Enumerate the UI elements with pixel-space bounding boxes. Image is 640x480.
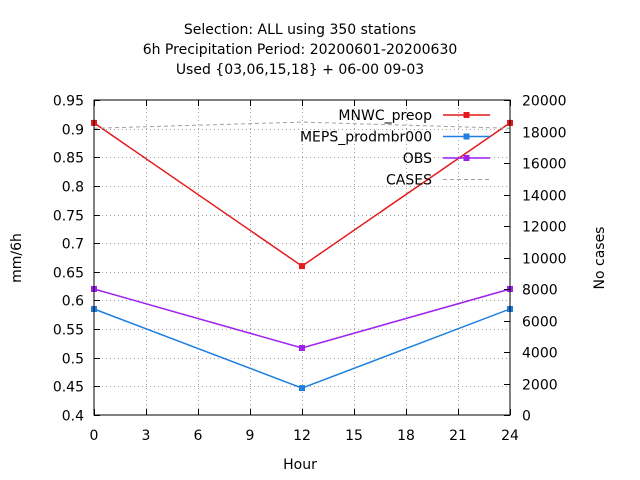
y-tick-label: 0.6 bbox=[62, 294, 84, 310]
y2-tick-label: 4000 bbox=[522, 346, 558, 362]
y-tick-label: 0.45 bbox=[53, 380, 84, 396]
legend-marker-meps-prodmbr000 bbox=[463, 133, 470, 140]
title-line-2: 6h Precipitation Period: 20200601-202006… bbox=[143, 42, 458, 58]
data-point-obs bbox=[299, 344, 305, 351]
axis-ticks: 0 3 6 9 12 15 18 21 24 0.4 0.45 0.5 0.55 0.6 0.65 0.7 0.… bbox=[53, 94, 567, 445]
data-point-meps-prodmbr000 bbox=[299, 385, 305, 392]
title-line-3: Used {03,06,15,18} + 06-00 09-03 bbox=[176, 62, 424, 78]
legend-label-cases: CASES bbox=[386, 173, 432, 189]
x-axis-label: Hour bbox=[283, 457, 317, 473]
y-tick-label: 0.7 bbox=[62, 237, 84, 253]
y-tick-label: 0.65 bbox=[53, 266, 84, 282]
y-tick-label: 0.5 bbox=[62, 352, 84, 368]
chart-title: Selection: ALL using 350 stations 6h Pre… bbox=[143, 22, 458, 78]
y2-tick-label: 16000 bbox=[522, 157, 567, 173]
y-tick-label: 0.9 bbox=[62, 123, 84, 139]
legend-marker-mnwc-preop bbox=[463, 112, 470, 118]
y-tick-label: 0.55 bbox=[53, 323, 84, 339]
x-tick-label: 0 bbox=[90, 428, 99, 444]
y2-tick-label: 18000 bbox=[522, 126, 567, 142]
y2-axis-label: No cases bbox=[592, 227, 608, 290]
y2-tick-label: 12000 bbox=[522, 220, 567, 236]
series-line-cases bbox=[93, 121, 511, 129]
x-tick-label: 12 bbox=[293, 428, 311, 444]
y-tick-label: 0.75 bbox=[53, 209, 84, 225]
plot-frame bbox=[93, 99, 511, 416]
grid-lines bbox=[94, 100, 510, 415]
y-tick-label: 0.8 bbox=[62, 180, 84, 196]
y2-tick-label: 10000 bbox=[522, 252, 567, 268]
y2-tick-label: 2000 bbox=[522, 378, 558, 394]
y-tick-label: 0.85 bbox=[53, 151, 84, 167]
y-axis-label: mm/6h bbox=[9, 233, 25, 283]
y2-tick-label: 20000 bbox=[522, 94, 567, 110]
data-point-mnwc-preop bbox=[299, 263, 305, 270]
x-tick-label: 3 bbox=[142, 428, 151, 444]
y2-tick-label: 6000 bbox=[522, 315, 558, 331]
y-tick-label: 0.95 bbox=[53, 94, 84, 110]
y2-tick-label: 14000 bbox=[522, 189, 567, 205]
x-tick-label: 6 bbox=[194, 428, 203, 444]
x-tick-label: 9 bbox=[246, 428, 255, 444]
title-line-1: Selection: ALL using 350 stations bbox=[184, 22, 416, 38]
y2-tick-label: 0 bbox=[522, 409, 531, 425]
y-tick-label: 0.4 bbox=[62, 409, 84, 425]
y2-tick-label: 8000 bbox=[522, 283, 558, 299]
series-line-obs bbox=[93, 288, 511, 349]
legend-label-obs: OBS bbox=[403, 151, 432, 167]
x-tick-label: 21 bbox=[449, 428, 467, 444]
legend-label-meps-prodmbr000: MEPS_prodmbr000 bbox=[300, 130, 432, 146]
series-layer bbox=[91, 119, 513, 392]
x-tick-label: 18 bbox=[397, 428, 415, 444]
legend-marker-obs bbox=[463, 155, 470, 161]
legend-label-mnwc-preop: MNWC_preop bbox=[338, 108, 432, 124]
x-tick-label: 24 bbox=[501, 428, 519, 444]
legend: MNWC_preop MEPS_prodmbr000 OBS CASES bbox=[300, 108, 490, 189]
x-tick-label: 15 bbox=[345, 428, 363, 444]
